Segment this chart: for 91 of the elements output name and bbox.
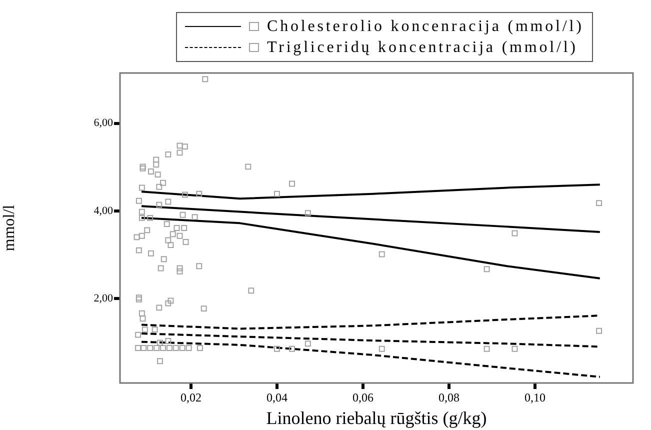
point (170, 231, 176, 238)
point (512, 230, 518, 236)
y-axis-title: mmol/l (0, 204, 18, 252)
point (138, 184, 145, 191)
point (197, 344, 203, 351)
point (176, 265, 183, 272)
point (512, 346, 518, 352)
point (135, 332, 142, 338)
point (289, 180, 295, 187)
point (176, 232, 183, 239)
point (158, 265, 164, 272)
point (200, 306, 207, 312)
point (156, 202, 162, 208)
point (168, 298, 174, 304)
point (596, 328, 602, 334)
point (148, 250, 154, 256)
y-tick-label: 4,00 (94, 204, 114, 217)
point (182, 239, 189, 245)
point (179, 344, 186, 351)
point (152, 326, 158, 333)
point (148, 168, 154, 174)
legend-label: Cholesterolio koncenracija (mmol/l) (267, 17, 584, 37)
point (274, 346, 280, 352)
y-tick-label: 6,00 (94, 117, 114, 130)
point (160, 180, 166, 186)
point (196, 263, 202, 270)
point (182, 144, 188, 150)
y-tick-label: 2,00 (94, 292, 114, 304)
point (181, 225, 188, 231)
point (174, 225, 180, 231)
point (484, 266, 490, 272)
point (165, 300, 172, 306)
point (138, 232, 145, 239)
point (144, 227, 150, 234)
point (153, 156, 160, 163)
point (245, 164, 252, 170)
point (157, 340, 163, 346)
point (160, 344, 166, 351)
point (196, 190, 202, 197)
x-tick-label: 0,04 (266, 390, 288, 404)
point (147, 344, 154, 351)
point (136, 198, 142, 204)
point (172, 344, 179, 351)
point (192, 214, 198, 220)
point (138, 208, 145, 215)
point (154, 344, 160, 351)
point (378, 251, 385, 258)
point (182, 192, 188, 198)
point (156, 184, 162, 190)
point (165, 151, 172, 158)
point (164, 221, 170, 228)
point (138, 310, 145, 316)
point (176, 142, 183, 149)
point (304, 340, 311, 347)
x-tick-label: 0,06 (352, 390, 374, 404)
point (153, 162, 160, 168)
point (154, 172, 161, 178)
point (596, 200, 602, 206)
x-tick-label: 0,08 (438, 390, 460, 404)
line-series (140, 340, 601, 378)
point (168, 242, 174, 248)
point (147, 214, 154, 221)
point (135, 344, 142, 351)
point (304, 210, 311, 216)
point (289, 346, 295, 352)
point (157, 358, 163, 364)
point (140, 344, 147, 351)
point (134, 234, 140, 240)
point (274, 190, 280, 197)
point (186, 344, 192, 351)
x-tick-label: 0,02 (180, 390, 202, 404)
point (165, 198, 172, 205)
point (176, 268, 183, 274)
point (202, 76, 208, 82)
point (180, 212, 186, 218)
point (165, 237, 172, 244)
point (248, 288, 254, 294)
point (142, 326, 148, 333)
point (166, 344, 172, 351)
x-axis-title: Linoleno riebalų rūgštis (g/kg) (266, 408, 487, 428)
point (156, 304, 162, 311)
point (138, 214, 145, 221)
x-tick-label: 0,10 (524, 390, 546, 404)
legend-label: Trigliceridų koncentracija (mmol/l) (267, 38, 578, 58)
point (160, 256, 167, 262)
point (136, 247, 142, 254)
point (378, 346, 385, 352)
point (484, 346, 490, 352)
point (165, 338, 172, 344)
point (140, 316, 146, 322)
point (176, 150, 183, 156)
